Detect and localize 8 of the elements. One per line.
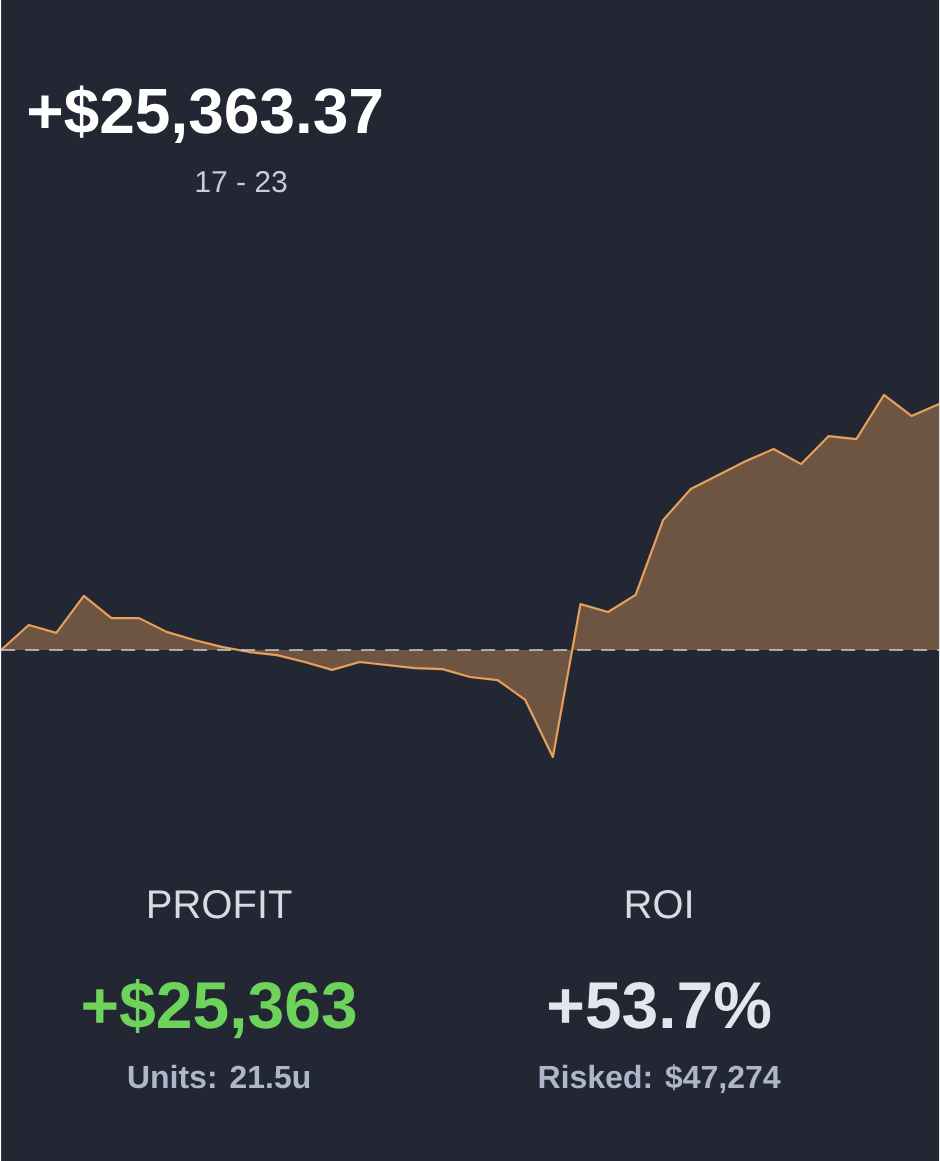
chart-title: +$25,363.37 bbox=[28, 85, 382, 143]
text: +53.7% bbox=[548, 981, 771, 1029]
text: PROFIT bbox=[148, 890, 292, 919]
text: +$25,363 bbox=[83, 979, 356, 1039]
text: Units: 21.5u bbox=[128, 1064, 310, 1089]
text: Risked: $47,274 bbox=[539, 1064, 781, 1093]
chart-subtitle: 17 - 23 bbox=[196, 171, 287, 193]
text: ROI bbox=[626, 890, 691, 919]
